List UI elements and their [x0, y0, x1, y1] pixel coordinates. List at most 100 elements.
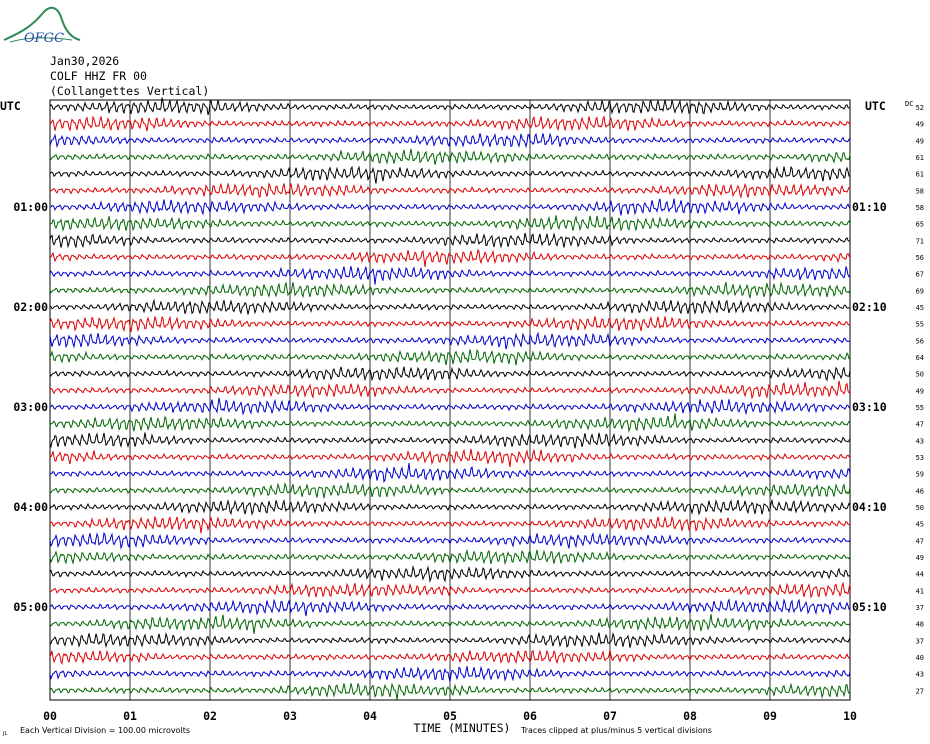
- mountain-logo-icon: [3, 6, 81, 41]
- dc-offset-label: 40: [916, 654, 924, 662]
- trace-line: [49, 165, 851, 184]
- dc-header-label: DC: [905, 100, 913, 108]
- trace-line: [49, 432, 851, 449]
- plot-date: Jan30,2026: [50, 54, 120, 68]
- dc-offset-label: 67: [916, 271, 924, 279]
- ofgc-logo: OFGC: [2, 2, 82, 50]
- trace-line: [49, 232, 851, 249]
- trace-line: [49, 482, 851, 499]
- x-tick-label: 10: [843, 709, 857, 723]
- dc-offset-label: 53: [916, 454, 924, 462]
- dc-offset-label: 49: [916, 387, 924, 395]
- left-time-label: 03:00: [13, 400, 48, 414]
- trace-line: [49, 348, 851, 366]
- dc-offset-label: 59: [916, 471, 924, 479]
- x-tick-label: 07: [603, 709, 617, 723]
- dc-offset-label: 50: [916, 504, 924, 512]
- x-tick-label: 01: [123, 709, 137, 723]
- dc-offset-label: 43: [916, 437, 924, 445]
- footer-scale-note: Each Vertical Division = 100.00 microvol…: [20, 726, 190, 735]
- trace-line: [49, 198, 851, 216]
- dc-offset-label: 49: [916, 554, 924, 562]
- trace-line: [49, 215, 851, 232]
- trace-line: [49, 564, 851, 583]
- right-utc-label: UTC: [865, 99, 886, 113]
- dc-offset-label: 50: [916, 371, 924, 379]
- trace-line: [49, 397, 851, 416]
- dc-offset-label: 47: [916, 421, 924, 429]
- trace-line: [49, 631, 851, 649]
- trace-line: [49, 97, 851, 116]
- trace-line: [49, 598, 851, 617]
- dc-offset-label: 45: [916, 521, 924, 529]
- x-tick-label: 02: [203, 709, 217, 723]
- trace-line: [49, 448, 851, 468]
- right-time-label: 02:10: [852, 300, 887, 314]
- dc-offset-label: 58: [916, 187, 924, 195]
- x-tick-label: 00: [43, 709, 57, 723]
- trace-line: [49, 548, 851, 566]
- trace-line: [49, 132, 851, 149]
- logo-text: OFGC: [24, 31, 64, 46]
- trace-line: [49, 148, 851, 165]
- left-time-label: 02:00: [13, 300, 48, 314]
- dc-offset-label: 37: [916, 604, 924, 612]
- left-time-label: 05:00: [13, 600, 48, 614]
- right-time-label: 05:10: [852, 600, 887, 614]
- dc-offset-label: 56: [916, 254, 924, 262]
- trace-line: [49, 331, 851, 350]
- dc-offset-label: 71: [916, 237, 924, 245]
- dc-offset-label: 55: [916, 321, 924, 329]
- dc-offset-label: 58: [916, 204, 924, 212]
- left-time-label: 01:00: [13, 200, 48, 214]
- footer-clip-note: Traces clipped at plus/minus 5 vertical …: [520, 726, 712, 735]
- dc-offset-label: 52: [916, 104, 924, 112]
- trace-line: [49, 298, 851, 315]
- dc-offset-label: 45: [916, 304, 924, 312]
- dc-offset-label: 43: [916, 671, 924, 679]
- x-tick-label: 04: [363, 709, 377, 723]
- dc-offset-label: 27: [916, 687, 924, 695]
- right-time-label: 01:10: [852, 200, 887, 214]
- right-time-label: 03:10: [852, 400, 887, 414]
- dc-offset-label: 49: [916, 137, 924, 145]
- x-tick-label: 08: [683, 709, 697, 723]
- trace-line: [49, 462, 851, 483]
- x-tick-label: 03: [283, 709, 297, 723]
- trace-line: [49, 515, 851, 534]
- dc-offset-label: 48: [916, 621, 924, 629]
- trace-line: [49, 315, 851, 333]
- x-axis-title: TIME (MINUTES): [414, 721, 511, 735]
- station-code: COLF HHZ FR 00: [50, 69, 147, 83]
- station-location: (Collangettes Vertical): [50, 84, 210, 98]
- dc-offset-label: 61: [916, 154, 924, 162]
- dc-offset-label: 64: [916, 354, 924, 362]
- trace-line: [49, 665, 851, 682]
- right-time-label: 04:10: [852, 500, 887, 514]
- x-tick-label: 09: [763, 709, 777, 723]
- dc-offset-label: 56: [916, 337, 924, 345]
- dc-offset-label: 49: [916, 121, 924, 129]
- trace-line: [49, 248, 851, 268]
- left-time-label: 04:00: [13, 500, 48, 514]
- trace-line: [49, 115, 851, 132]
- trace-line: [49, 649, 851, 665]
- dc-offset-label: 41: [916, 587, 924, 595]
- dc-offset-label: 65: [916, 221, 924, 229]
- dc-offset-label: 47: [916, 537, 924, 545]
- corner-mark: JL: [2, 731, 7, 737]
- trace-line: [49, 682, 851, 700]
- trace-line: [49, 281, 851, 299]
- x-tick-label: 05: [443, 709, 457, 723]
- trace-line: [49, 182, 851, 199]
- dc-offset-label: 37: [916, 637, 924, 645]
- trace-line: [49, 266, 851, 285]
- trace-line: [49, 614, 851, 634]
- dc-offset-label: 44: [916, 571, 924, 579]
- trace-line: [49, 366, 851, 382]
- dc-offset-label: 46: [916, 487, 924, 495]
- dc-offset-label: 61: [916, 171, 924, 179]
- dc-offset-label: 55: [916, 404, 924, 412]
- trace-line: [49, 498, 851, 516]
